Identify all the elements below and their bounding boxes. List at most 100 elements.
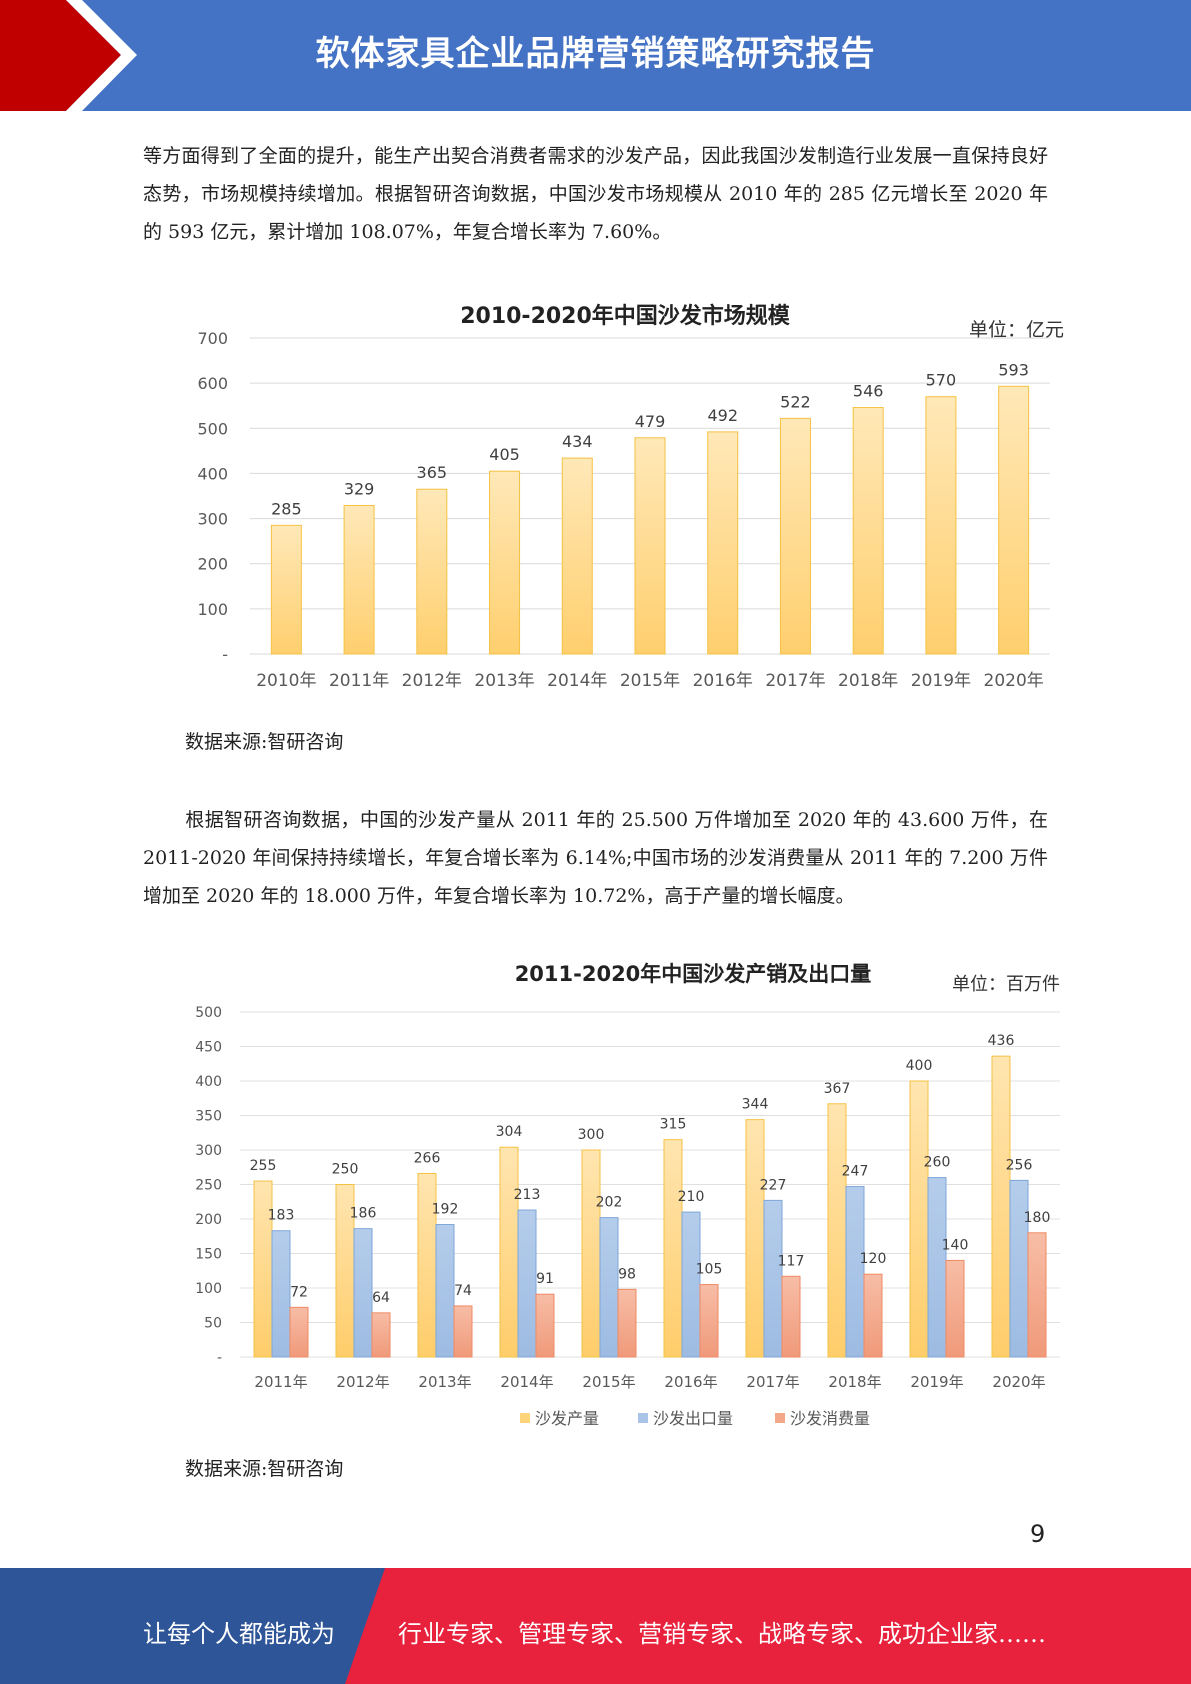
chart1-title: 2010-2020年中国沙发市场规模	[460, 303, 791, 329]
chart2-y-tick: 200	[195, 1212, 222, 1228]
chart1-x-tick: 2015年	[620, 671, 680, 691]
chart1-x-tick: 2019年	[911, 671, 971, 691]
chart2-x-tick: 2011年	[254, 1373, 307, 1391]
chart1-y-tick: -	[222, 645, 228, 664]
chart2-bar	[827, 1103, 847, 1358]
chart1-bar	[998, 385, 1030, 655]
chart2-data-label: 250	[332, 1162, 359, 1178]
chart2-x-tick: 2012年	[336, 1373, 389, 1391]
chart2-x-tick: 2019年	[910, 1373, 963, 1391]
chart1-data-label: 329	[344, 479, 375, 498]
chart1-data-label: 285	[271, 499, 302, 518]
chart2-data-label: 367	[824, 1081, 851, 1097]
chart2-x-tick: 2015年	[582, 1373, 635, 1391]
chart2-data-label: 74	[454, 1283, 472, 1299]
chart2-bar	[435, 1224, 455, 1358]
chart1-bar	[634, 437, 666, 655]
chart2-bar	[353, 1228, 373, 1358]
chart2-data-label: 192	[432, 1202, 459, 1218]
chart1-x-tick: 2010年	[256, 671, 316, 691]
data-source-1: 数据来源:智研咨询	[185, 731, 344, 753]
footer-slogan-left: 让每个人都能成为	[143, 1620, 335, 1648]
chart2-data-label: 105	[696, 1262, 723, 1278]
chart2-x-tick: 2018年	[828, 1373, 881, 1391]
chart2-bar	[909, 1080, 929, 1358]
chart2-data-label: 91	[536, 1271, 554, 1287]
chart2-title: 2011-2020年中国沙发产销及出口量	[515, 962, 872, 986]
chart2-bar	[453, 1305, 473, 1358]
body-paragraph-1: 等方面得到了全面的提升，能生产出契合消费者需求的沙发产品，因此我国沙发制造行业发…	[143, 145, 1048, 243]
chart2-bar	[581, 1149, 601, 1358]
chart2-data-label: 400	[906, 1058, 933, 1074]
chart2-data-label: 256	[1006, 1157, 1033, 1173]
chart1-bar	[852, 407, 884, 655]
chart2-bar	[991, 1055, 1011, 1358]
body-paragraph-2-text: 根据智研咨询数据，中国的沙发产量从 2011 年的 25.500 万件增加至 2…	[143, 809, 1048, 907]
chart2-unit: 单位：百万件	[952, 974, 1060, 995]
production-export-chart-svg: 2011-2020年中国沙发产销及出口量 单位：百万件 - 50 100 150 200 25…	[195, 962, 1060, 1428]
chart2-x-tick: 2017年	[746, 1373, 799, 1391]
chart1-x-tick: 2012年	[402, 671, 462, 691]
chart2-y-tick: -	[217, 1350, 222, 1366]
chart2-bar	[745, 1119, 765, 1358]
chart2-data-label: 72	[290, 1284, 308, 1300]
chart1-y-tick: 600	[197, 374, 228, 393]
chart2-x-tick: 2013年	[418, 1373, 471, 1391]
chart2-data-label: 260	[924, 1155, 951, 1171]
chart2-legend-label: 沙发产量	[535, 1409, 599, 1428]
header-arrow-decoration	[0, 0, 137, 111]
chart2-y-tick: 100	[195, 1281, 222, 1297]
chart1-data-label: 479	[635, 412, 666, 431]
chart1-bar	[416, 488, 448, 655]
chart1-x-tick: 2014年	[547, 671, 607, 691]
chart2-data-label: 304	[496, 1124, 523, 1140]
chart2-bar	[681, 1211, 701, 1358]
chart1-bar	[489, 470, 521, 655]
chart2-bar	[535, 1293, 555, 1358]
body-paragraph-2: 根据智研咨询数据，中国的沙发产量从 2011 年的 25.500 万件增加至 2…	[143, 801, 1048, 915]
chart1-bar	[925, 396, 957, 655]
chart2-legend-label: 沙发出口量	[653, 1409, 733, 1428]
chart2-y-tick: 450	[195, 1040, 222, 1056]
chart1-y-tick: 300	[197, 510, 228, 529]
chart1-y-tick: 500	[197, 419, 228, 438]
chart2-bar	[271, 1230, 291, 1358]
chart1-bar	[343, 504, 375, 655]
chart2-bar	[617, 1288, 637, 1358]
chart1-bar	[561, 457, 593, 655]
chart1-y-tick: 400	[197, 464, 228, 483]
chart2-data-label: 300	[578, 1127, 605, 1143]
chart2-legend-swatch	[520, 1413, 530, 1423]
chart1-x-tick: 2016年	[693, 671, 753, 691]
chart2-data-label: 266	[414, 1150, 441, 1166]
chart1-x-tick: 2020年	[984, 671, 1044, 691]
footer-slogan-right: 行业专家、管理专家、营销专家、战略专家、成功企业家……	[398, 1620, 1046, 1648]
chart2-data-label: 227	[760, 1177, 787, 1193]
chart2-bar	[371, 1312, 391, 1358]
chart1-bar	[779, 417, 811, 655]
chart2-legend-swatch	[638, 1413, 648, 1423]
chart1-x-tick: 2018年	[838, 671, 898, 691]
chart1-x-tick: 2011年	[329, 671, 389, 691]
chart1-data-label: 546	[853, 382, 884, 401]
chart2-bar	[663, 1139, 683, 1358]
chart2-data-label: 202	[596, 1195, 623, 1211]
chart2-bar	[1027, 1232, 1047, 1358]
chart2-y-tick: 250	[195, 1178, 222, 1194]
chart1-data-label: 522	[780, 392, 811, 411]
chart1-y-tick: 200	[197, 555, 228, 574]
chart2-x-tick: 2014年	[500, 1373, 553, 1391]
chart2-data-label: 210	[678, 1189, 705, 1205]
report-title: 软体家具企业品牌营销策略研究报告	[315, 34, 876, 74]
chart2-data-label: 213	[514, 1187, 541, 1203]
chart1-y-tick: 100	[197, 600, 228, 619]
chart1-data-label: 492	[707, 406, 738, 425]
chart2-data-label: 255	[250, 1158, 277, 1174]
chart2-y-tick: 350	[195, 1109, 222, 1125]
chart1-bar	[270, 524, 302, 655]
chart1-x-tick: 2013年	[474, 671, 534, 691]
page-number: 9	[1030, 1520, 1046, 1548]
chart2-data-label: 186	[350, 1206, 377, 1222]
chart2-data-label: 64	[372, 1290, 390, 1306]
chart2-bar	[517, 1209, 537, 1358]
